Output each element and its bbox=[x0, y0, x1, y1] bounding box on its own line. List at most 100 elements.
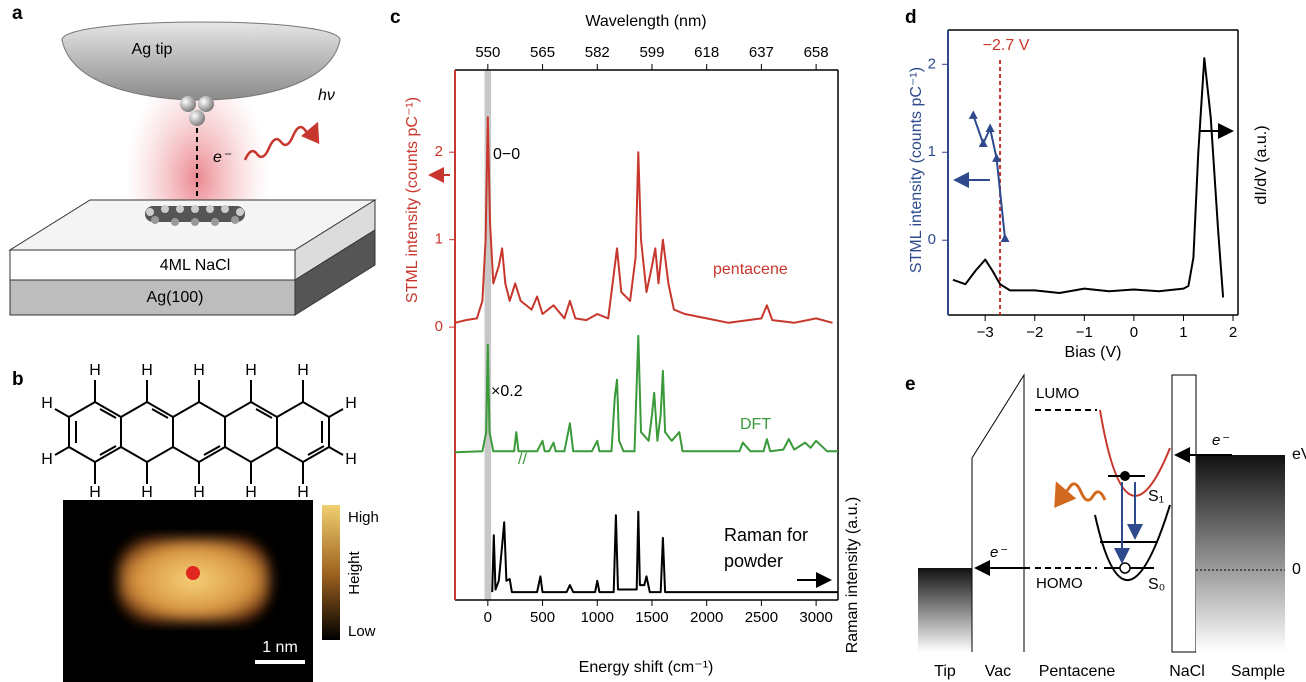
y-axis-label: STML intensity (counts pC⁻¹) bbox=[404, 97, 421, 303]
data-point bbox=[968, 110, 978, 119]
scale-label: 1 nm bbox=[262, 639, 298, 656]
atom-label: H bbox=[245, 484, 257, 501]
colorbar bbox=[322, 505, 340, 640]
y-axis-label: STML intensity (counts pC⁻¹) bbox=[908, 67, 925, 273]
atom-labels: H H H H H H H H H H H H H H bbox=[41, 362, 357, 501]
y2-axis-label: Raman intensity (a.u.) bbox=[844, 497, 861, 654]
state-label: S₀ bbox=[1148, 576, 1165, 593]
x-tick-label: −3 bbox=[977, 324, 994, 341]
x2-tick-label: 582 bbox=[585, 44, 610, 61]
lumo-label: LUMO bbox=[1036, 385, 1079, 402]
nacl-layer bbox=[9, 249, 296, 281]
colorbar-label: High bbox=[348, 509, 379, 526]
photon-label: hν bbox=[318, 87, 335, 104]
series-label: pentacene bbox=[713, 261, 788, 278]
x-tick-label: 500 bbox=[530, 609, 555, 626]
atom bbox=[180, 96, 196, 112]
x-tick-label: −2 bbox=[1026, 324, 1043, 341]
tip-label: Ag tip bbox=[132, 41, 173, 58]
nacl-barrier bbox=[1171, 374, 1197, 653]
ag-layer bbox=[9, 279, 296, 316]
x2-tick-label: 550 bbox=[475, 44, 500, 61]
series-line bbox=[454, 116, 833, 324]
molecule bbox=[145, 205, 245, 226]
energy-unit: eV bbox=[1292, 446, 1306, 463]
energy-zero: 0 bbox=[1292, 561, 1301, 578]
atom-label: H bbox=[193, 362, 205, 379]
x-tick-label: 2500 bbox=[745, 609, 778, 626]
pentacene-structure bbox=[54, 380, 344, 484]
s0-potential bbox=[1094, 504, 1171, 582]
annotation: 0−0 bbox=[493, 146, 520, 163]
y2-axis-label: dI/dV (a.u.) bbox=[1253, 125, 1270, 204]
state-label: S₁ bbox=[1148, 488, 1164, 505]
panel-label: c bbox=[390, 7, 401, 28]
region-labels: Tip Vac Pentacene NaCl Sample bbox=[934, 663, 1285, 680]
atom-label: H bbox=[89, 484, 101, 501]
marker-label: −2.7 V bbox=[983, 37, 1030, 54]
x2-tick-label: 565 bbox=[530, 44, 555, 61]
x-axis-label: Bias (V) bbox=[1065, 344, 1122, 361]
panel-label: b bbox=[12, 369, 24, 390]
atom-label: H bbox=[345, 451, 357, 468]
x-tick-label: 1500 bbox=[635, 609, 668, 626]
colorbar-label: Low bbox=[348, 623, 376, 640]
electron-label: e⁻ bbox=[990, 544, 1007, 561]
ag-side bbox=[294, 229, 376, 316]
atom-label: H bbox=[141, 362, 153, 379]
vacuum-barrier bbox=[971, 373, 1025, 652]
data-point bbox=[1000, 233, 1010, 242]
data-point bbox=[992, 153, 1002, 162]
atom-label: H bbox=[193, 484, 205, 501]
panel-label: a bbox=[12, 3, 23, 24]
y-tick-label: 0 bbox=[928, 231, 936, 248]
highlight-band bbox=[484, 70, 492, 600]
series-line bbox=[491, 510, 838, 594]
tip-block bbox=[918, 568, 972, 652]
data-point bbox=[978, 138, 988, 147]
atom-label: H bbox=[41, 395, 53, 412]
electron-label: e⁻ bbox=[1212, 432, 1229, 449]
series-line bbox=[952, 57, 1225, 298]
panel-label: d bbox=[905, 7, 917, 28]
region-label: Pentacene bbox=[1039, 663, 1116, 680]
atom-label: H bbox=[41, 451, 53, 468]
series-label: Raman for powder bbox=[724, 525, 809, 571]
x-tick-label: 2 bbox=[1229, 324, 1237, 341]
tip-position bbox=[186, 566, 200, 580]
electron-label: e⁻ bbox=[213, 149, 232, 166]
region-label: Tip bbox=[934, 663, 956, 680]
data-point bbox=[985, 123, 995, 133]
x-tick-label: 0 bbox=[1130, 324, 1138, 341]
x-axis-label: Energy shift (cm⁻¹) bbox=[579, 659, 714, 676]
x2-tick-label: 637 bbox=[749, 44, 774, 61]
photon-arrow bbox=[1054, 481, 1107, 509]
y-tick-label: 0 bbox=[435, 318, 443, 335]
x2-axis-label: Wavelength (nm) bbox=[585, 13, 706, 30]
x-tick-label: 2000 bbox=[690, 609, 723, 626]
s1-potential bbox=[1099, 409, 1171, 497]
layer-label: Ag(100) bbox=[147, 289, 204, 306]
atom-label: H bbox=[297, 362, 309, 379]
hole bbox=[1119, 562, 1131, 574]
photon-arrow bbox=[243, 121, 320, 161]
x2-tick-label: 599 bbox=[639, 44, 664, 61]
atom-label: H bbox=[345, 395, 357, 412]
region-label: Vac bbox=[985, 663, 1011, 680]
y-tick-label: 1 bbox=[435, 231, 443, 248]
x-tick-label: 0 bbox=[484, 609, 492, 626]
panel-e: e LUMO HOMO S₁ S₀ e⁻ e⁻ eV 0 Tip Vac Pen… bbox=[905, 373, 1306, 680]
x-tick-label: 1 bbox=[1179, 324, 1187, 341]
x-tick-label: 1000 bbox=[581, 609, 614, 626]
region-label: NaCl bbox=[1169, 663, 1205, 680]
tip bbox=[61, 21, 341, 101]
colorbar-title: Height bbox=[346, 550, 363, 594]
x2-tick-label: 618 bbox=[694, 44, 719, 61]
panel-label: e bbox=[905, 374, 916, 395]
atom-label: H bbox=[89, 362, 101, 379]
annotation: ×0.2 bbox=[491, 383, 523, 400]
y-tick-label: 2 bbox=[928, 55, 936, 72]
homo-label: HOMO bbox=[1036, 575, 1083, 592]
